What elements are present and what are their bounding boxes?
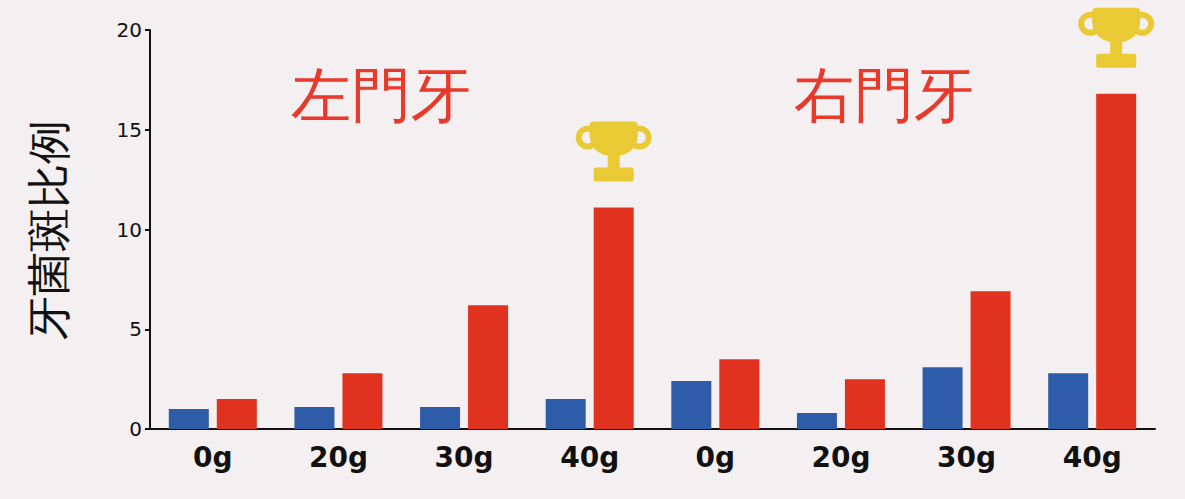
svg-text:5: 5 — [129, 317, 142, 341]
svg-text:20g: 20g — [309, 441, 368, 474]
svg-text:20: 20 — [117, 18, 142, 42]
svg-text:0: 0 — [129, 417, 142, 441]
svg-text:牙菌斑比例: 牙菌斑比例 — [23, 120, 74, 340]
svg-text:30g: 30g — [435, 441, 494, 474]
svg-text:0g: 0g — [696, 441, 736, 474]
svg-text:20g: 20g — [811, 441, 870, 474]
svg-text:40g: 40g — [560, 441, 619, 474]
svg-text:30g: 30g — [937, 441, 996, 474]
svg-text:40g: 40g — [1063, 441, 1122, 474]
svg-text:0g: 0g — [193, 441, 233, 474]
svg-text:左門牙: 左門牙 — [291, 60, 471, 130]
svg-text:右門牙: 右門牙 — [794, 60, 974, 130]
svg-text:15: 15 — [117, 118, 142, 142]
svg-text:10: 10 — [117, 218, 142, 242]
